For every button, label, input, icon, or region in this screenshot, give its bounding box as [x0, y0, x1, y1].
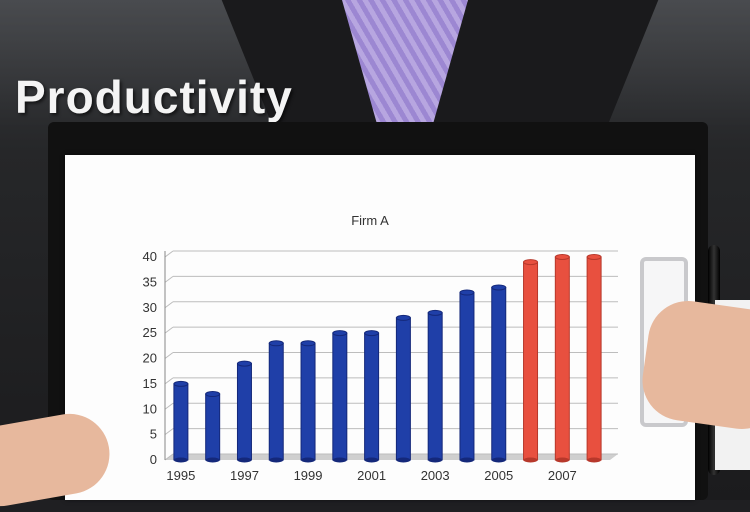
bar-base: [428, 457, 443, 463]
bar: [173, 383, 189, 461]
bar-top: [300, 340, 316, 347]
bar: [268, 342, 284, 461]
y-tick-label: 25: [143, 325, 157, 340]
bar-top: [364, 330, 380, 337]
bar: [427, 312, 443, 461]
y-tick-label: 40: [143, 249, 157, 264]
gridline-side: [164, 326, 174, 334]
headline-title: Productivity: [15, 71, 293, 123]
bar-top: [491, 284, 507, 291]
bar: [491, 286, 507, 461]
y-tick-label: 0: [150, 452, 157, 467]
x-tick-label: 2001: [357, 468, 386, 483]
y-tick-label: 5: [150, 427, 157, 442]
bar: [236, 363, 252, 461]
bar-base: [491, 457, 506, 463]
gridline-side: [164, 250, 174, 258]
x-tick-label: 1997: [230, 468, 259, 483]
bar-base: [396, 457, 411, 463]
gridline-side: [164, 352, 174, 359]
bar-top: [459, 289, 475, 296]
bar: [205, 393, 221, 461]
bar-chart: Firm A 0 5 10 15 20 25 30 35 40 1995 1997 1999 2001 2…: [105, 205, 635, 490]
y-tick-label: 20: [143, 351, 157, 366]
bar-top: [586, 254, 602, 260]
bar-top: [395, 314, 411, 321]
bar: [554, 256, 570, 461]
x-tick-label: 2007: [548, 468, 577, 483]
bar-top: [268, 340, 284, 347]
bar-base: [364, 457, 379, 463]
gridline-side: [164, 453, 174, 461]
bar-base: [459, 457, 474, 463]
bar-base: [555, 457, 570, 463]
bar-base: [269, 457, 284, 463]
gridline-side: [164, 428, 174, 436]
bar: [523, 261, 539, 461]
bar-top: [332, 330, 348, 337]
bar-base: [173, 457, 188, 463]
gridline-side: [164, 402, 174, 410]
bar-base: [587, 457, 602, 463]
bar: [300, 342, 316, 461]
x-tick-label: 1999: [294, 468, 323, 483]
x-tick-label: 2003: [421, 468, 450, 483]
gridline-side: [164, 301, 174, 309]
chart-canvas: 0 5 10 15 20 25 30 35 40 1995 1997 1999 2001 2003 2005…: [143, 249, 618, 483]
bar-base: [523, 457, 538, 463]
y-tick-label: 30: [143, 300, 157, 315]
y-tick-label: 35: [143, 274, 157, 289]
bar: [459, 292, 475, 461]
chart-floor: [165, 454, 618, 460]
bar-top: [427, 309, 443, 316]
x-tick-label: 2005: [484, 468, 513, 483]
chart-title: Firm A: [351, 213, 389, 228]
bar: [395, 317, 411, 461]
bar: [586, 256, 602, 461]
bar: [332, 332, 348, 461]
y-tick-label: 15: [143, 376, 157, 391]
bar-base: [301, 457, 316, 463]
bar-top: [523, 259, 539, 266]
bar-top: [554, 254, 570, 260]
gridline-side: [164, 377, 174, 385]
bar-base: [237, 457, 252, 463]
bar-base: [205, 457, 220, 463]
gridline-side: [164, 275, 174, 283]
x-tick-label: 1995: [166, 468, 195, 483]
y-tick-label: 10: [143, 401, 157, 416]
bar: [364, 332, 380, 461]
bar-top: [236, 360, 252, 367]
bar-base: [332, 457, 347, 463]
bar-top: [173, 380, 189, 387]
bar-top: [205, 391, 221, 398]
